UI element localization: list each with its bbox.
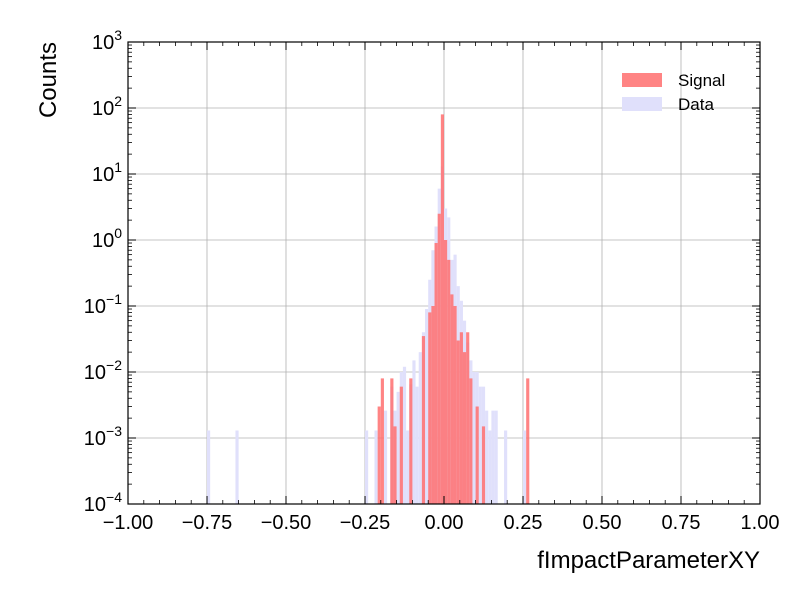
data-bar [396, 391, 400, 504]
x-tick-label: 0.00 [425, 512, 464, 534]
signal-bar [447, 259, 451, 504]
data-bar [412, 360, 416, 504]
y-tick-label: 100 [92, 225, 122, 252]
signal-bar [440, 114, 444, 504]
signal-bar [475, 406, 479, 504]
legend: Signal Data [622, 71, 725, 114]
signal-bar [453, 306, 457, 504]
y-tick-label: 10−4 [84, 489, 122, 516]
signal-bar [444, 240, 448, 504]
y-tick-label: 103 [92, 27, 122, 54]
signal-bar [481, 426, 486, 504]
data-bar [491, 410, 495, 504]
y-tick-exponent: −4 [106, 489, 122, 505]
signal-bar [526, 378, 530, 504]
x-tick-label: −0.50 [261, 512, 312, 534]
signal-legend-swatch [622, 73, 662, 87]
data-bar [494, 410, 498, 504]
signal-series-bars [377, 114, 530, 504]
signal-bar [466, 332, 470, 504]
data-bar [485, 410, 489, 504]
signal-bar [421, 336, 426, 504]
y-tick-base: 10 [92, 98, 114, 120]
y-tick-base: 10 [84, 428, 106, 450]
y-tick-base: 10 [92, 164, 114, 186]
y-tick-base: 10 [84, 362, 106, 384]
y-tick-base: 10 [84, 494, 106, 516]
y-tick-exponent: 1 [114, 159, 122, 175]
signal-legend-label: Signal [678, 71, 725, 90]
signal-bar [399, 386, 403, 504]
data-bar [472, 372, 476, 504]
x-tick-label: 1.00 [741, 512, 780, 534]
data-bar [418, 352, 422, 504]
data-bar [235, 430, 239, 504]
signal-bar [459, 332, 463, 504]
data-bar [383, 410, 388, 504]
y-tick-base: 10 [92, 32, 114, 54]
signal-bar [377, 406, 381, 504]
x-axis-title: fImpactParameterXY [537, 547, 760, 574]
signal-bar [380, 378, 384, 504]
data-bar [488, 430, 492, 504]
data-bar [374, 430, 378, 504]
data-legend-label: Data [678, 95, 714, 114]
data-bar [478, 386, 482, 504]
data-bar [504, 430, 508, 504]
data-bar [523, 430, 527, 504]
x-tick-label: −0.75 [182, 512, 233, 534]
signal-bar [456, 340, 460, 504]
signal-bar [462, 352, 467, 504]
y-tick-exponent: 3 [114, 27, 122, 43]
y-axis-title: Counts [35, 42, 62, 118]
y-tick-label: 10−2 [84, 357, 122, 384]
y-tick-exponent: −3 [106, 423, 122, 439]
data-bar [207, 430, 211, 504]
x-tick-labels: −1.00 −0.75 −0.50 −0.25 0.00 0.25 0.50 0.75 1.00 [103, 512, 780, 534]
data-bar [425, 309, 429, 504]
x-tick-label: 0.25 [504, 512, 543, 534]
signal-bar [437, 213, 441, 504]
x-tick-label: −0.25 [340, 512, 391, 534]
y-tick-exponent: −1 [106, 291, 122, 307]
data-bar [406, 430, 410, 504]
y-tick-base: 10 [84, 296, 106, 318]
signal-bar [428, 312, 432, 504]
y-tick-base: 10 [92, 230, 114, 252]
y-tick-exponent: 0 [114, 225, 122, 241]
signal-bar [409, 378, 413, 504]
data-bar [402, 366, 407, 504]
data-bar [365, 430, 369, 504]
data-legend-swatch [622, 97, 662, 111]
y-tick-exponent: 2 [114, 93, 122, 109]
x-tick-label: 0.75 [662, 512, 701, 534]
signal-bar [469, 378, 473, 504]
x-tick-label: −1.00 [103, 512, 154, 534]
signal-bar [450, 294, 454, 504]
signal-bar [431, 306, 435, 504]
plot-frame [127, 41, 761, 505]
x-tick-label: 0.50 [583, 512, 622, 534]
y-tick-exponent: −2 [106, 357, 122, 373]
signal-bar [393, 426, 397, 504]
signal-bar [390, 378, 394, 504]
signal-bar [434, 243, 438, 504]
y-tick-label: 10−1 [84, 291, 122, 318]
y-tick-label: 102 [92, 93, 122, 120]
data-bar [415, 386, 419, 504]
y-tick-label: 101 [92, 159, 122, 186]
y-tick-label: 10−3 [84, 423, 122, 450]
